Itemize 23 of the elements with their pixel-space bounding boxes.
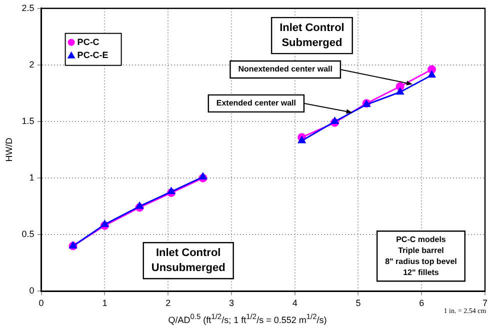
y-tick-label: 2: [29, 59, 34, 70]
y-tick-label: 1.5: [22, 116, 34, 126]
y-tick-label: 1: [29, 172, 34, 183]
annotation: Inlet Control Submerged: [280, 22, 344, 50]
annotation: PC-C models Triple barrel 8" radius top bevel 12" fillets: [385, 234, 457, 277]
x-tick-label: 6: [419, 298, 424, 308]
annotation: Nonextended center wall: [238, 64, 332, 74]
x-tick-label: 0: [38, 298, 44, 308]
x-tick-label: 5: [356, 298, 361, 308]
x-tick-label: 4: [292, 298, 298, 308]
y-tick-label: 2.5: [22, 2, 34, 13]
y-tick-label: 0: [29, 286, 34, 296]
legend-label: PC-C-E: [77, 50, 108, 60]
x-tick-label: 2: [166, 298, 171, 308]
y-tick-label: 0.5: [22, 229, 34, 240]
y-axis-title: HW/D: [4, 137, 14, 162]
x-tick-label: 1: [102, 298, 108, 308]
x-tick-label: 7: [482, 298, 488, 308]
text: Q/AD$^{0.5}$ (ft$^{1/2}$/s; 1 ft$^{1/2}$/s = 0.552 m$^{1/2}$/s): [168, 312, 327, 325]
annotation: Inlet Control Unsubmerged: [151, 247, 226, 274]
legend-label: PC-C: [77, 36, 100, 47]
x-tick-label: 3: [228, 298, 234, 308]
annotation: Extended center wall: [216, 98, 296, 108]
